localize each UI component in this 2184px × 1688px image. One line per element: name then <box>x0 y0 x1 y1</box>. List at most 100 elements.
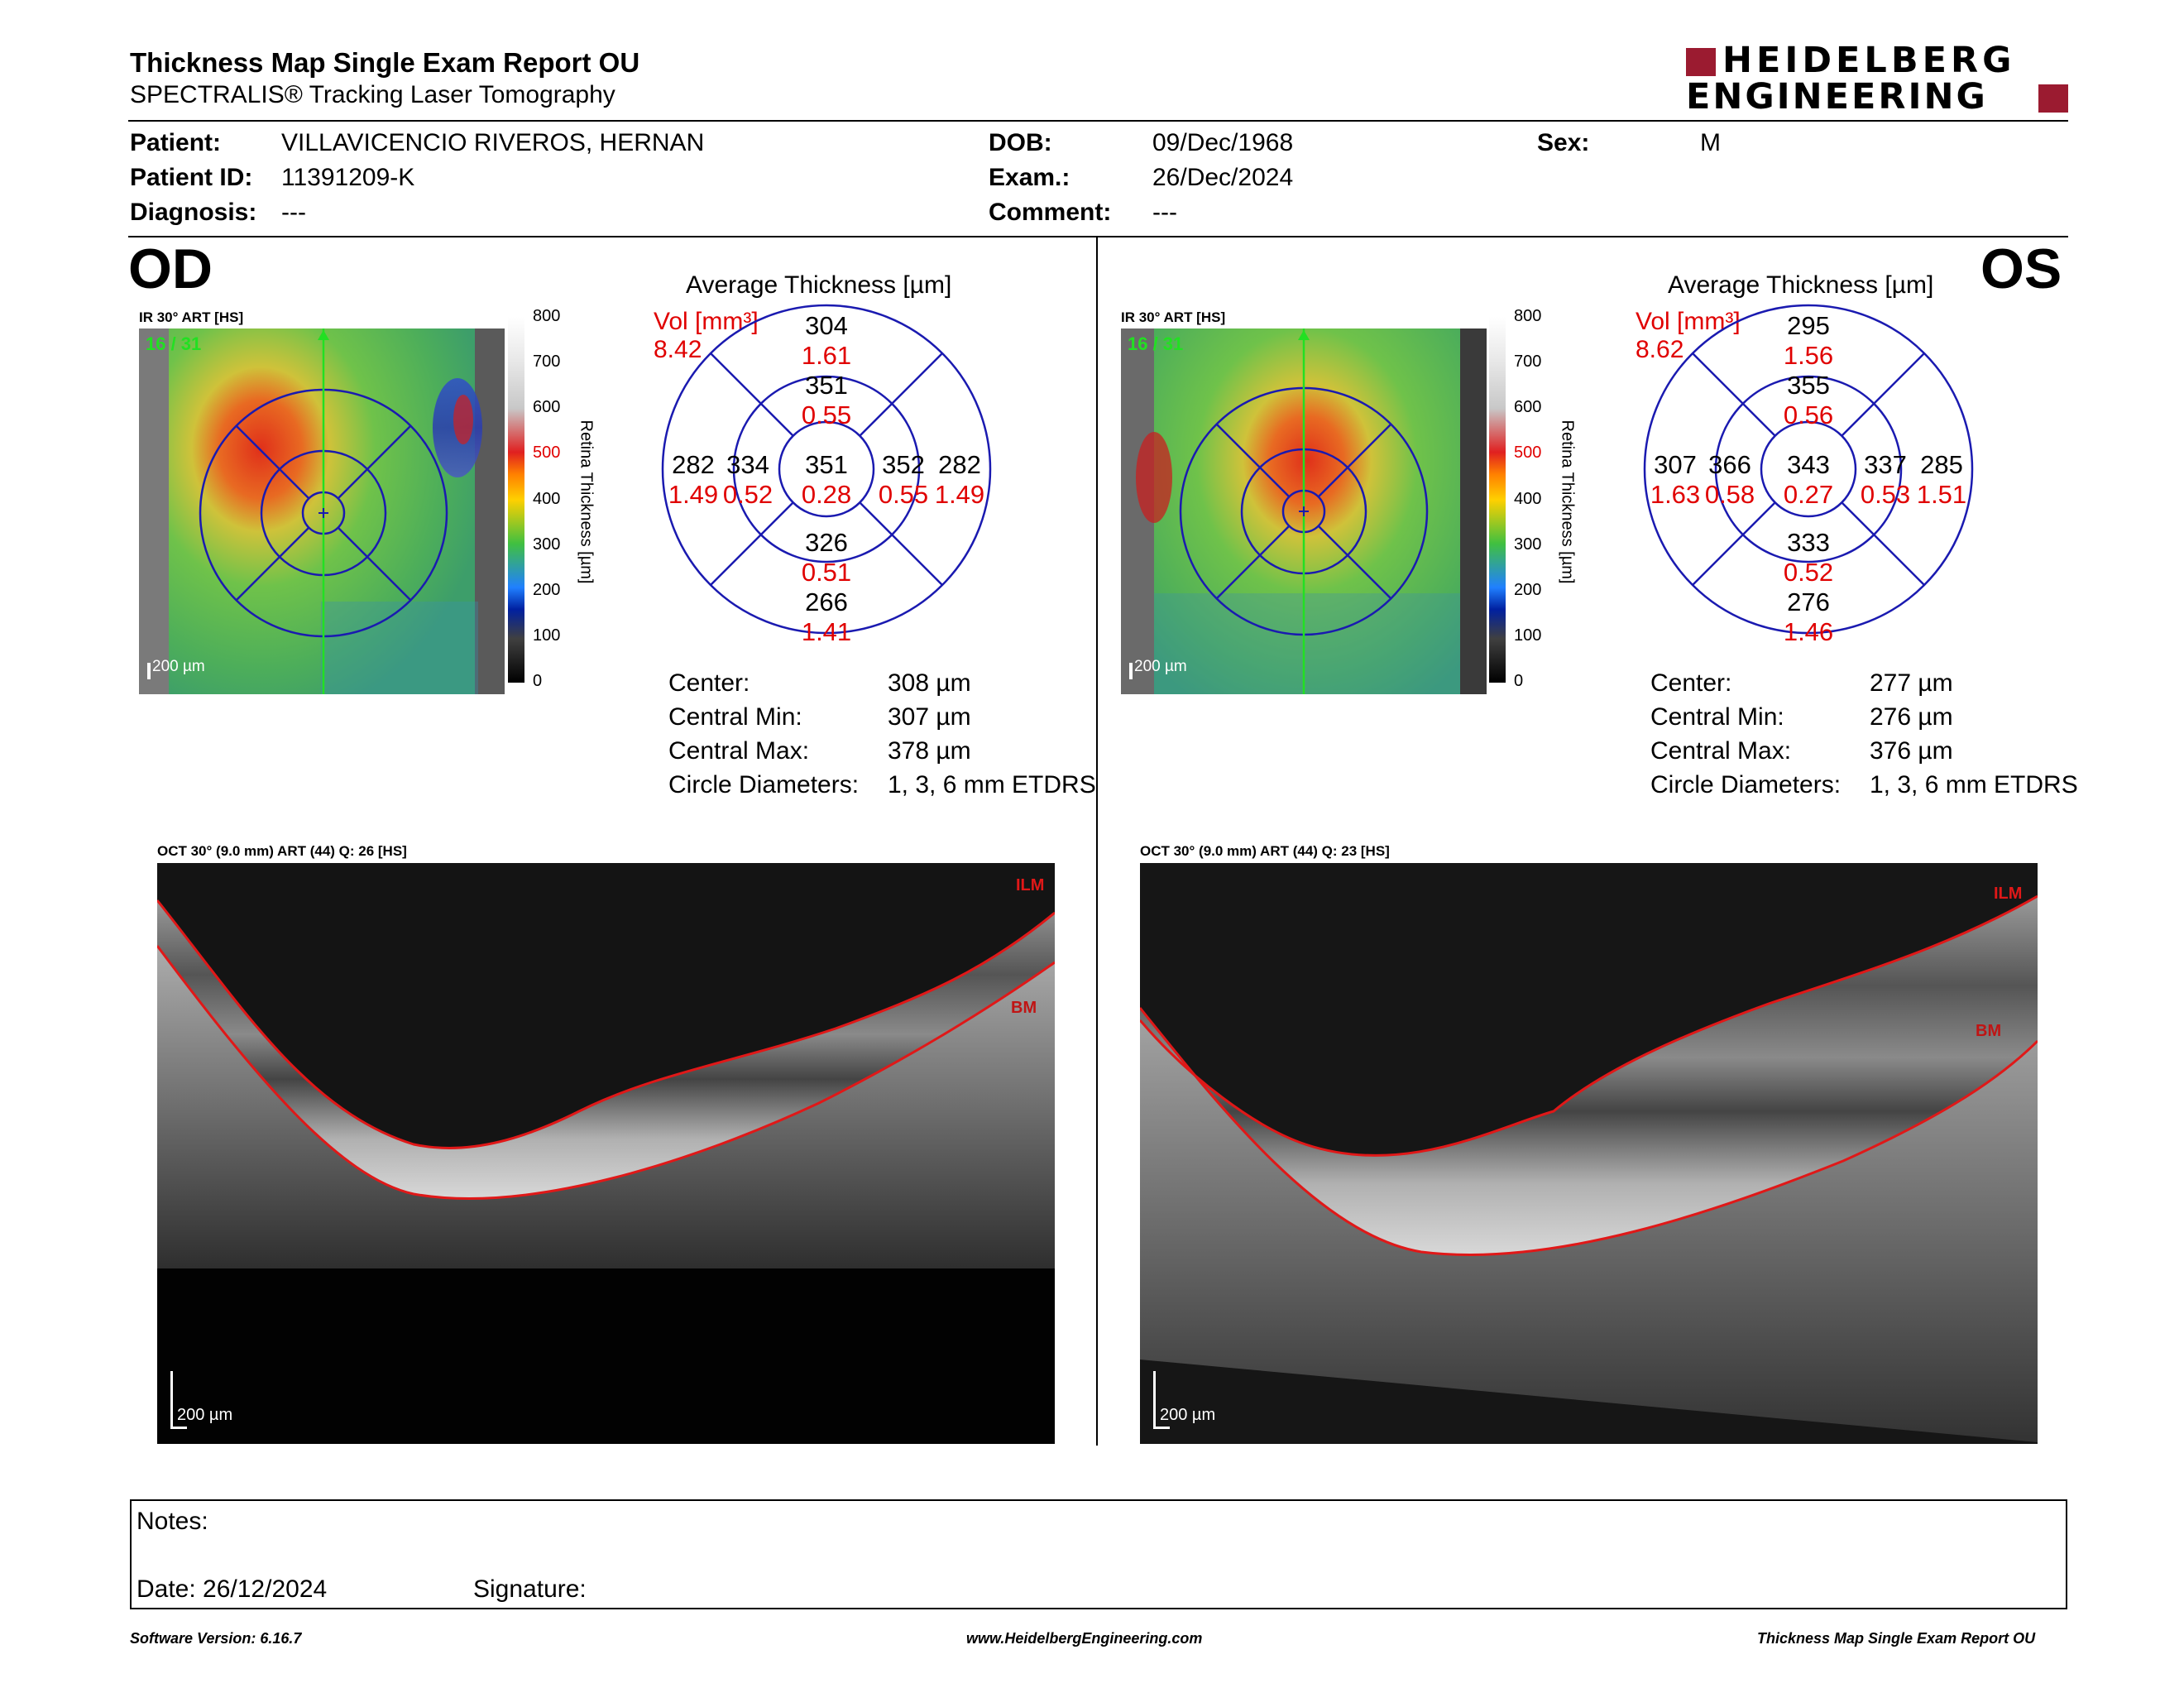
os-oct-scale-bar <box>1153 1371 1156 1429</box>
od-vol-value: 8.42 <box>654 336 702 363</box>
sex-label: Sex: <box>1537 129 1590 156</box>
od-outer-inf-thickness: 266 <box>805 587 848 616</box>
os-avg-title: Average Thickness [µm] <box>1668 271 1934 299</box>
od-center-label: Center: <box>668 669 750 697</box>
os-inner-right-volume: 0.53 <box>1860 480 1911 509</box>
os-diam-value: 1, 3, 6 mm ETDRS <box>1870 771 2078 798</box>
notes-date: Date: 26/12/2024 <box>136 1575 328 1603</box>
logo-square-top <box>1686 48 1716 76</box>
logo-square-bottom <box>2038 84 2068 113</box>
os-inner-left-volume: 0.58 <box>1704 480 1755 509</box>
os-center-value: 277 µm <box>1870 669 1953 697</box>
os-bm-label: BM <box>1976 1022 2002 1040</box>
os-outer-left-thickness: 307 <box>1654 450 1697 479</box>
logo-line-1: HEIDELBERG <box>1722 40 2016 81</box>
od-diam-label: Circle Diameters: <box>668 771 860 798</box>
diagnosis-value: --- <box>281 199 306 226</box>
od-color-scale <box>508 317 524 683</box>
od-eye-label: OD <box>128 237 213 300</box>
header-divider <box>128 120 2068 122</box>
notes-box[interactable]: Notes: Date: 26/12/2024 Signature: <box>130 1499 2067 1609</box>
exam-label: Exam.: <box>989 164 1070 191</box>
od-inner-left-thickness: 334 <box>726 450 769 479</box>
od-inner-right-volume: 0.55 <box>878 480 929 509</box>
od-oct-scale-bar-foot <box>170 1427 187 1429</box>
center-divider <box>1096 237 1098 1446</box>
exam-value: 26/Dec/2024 <box>1152 164 1294 191</box>
od-outer-left-volume: 1.49 <box>668 480 719 509</box>
os-outer-inf-thickness: 276 <box>1787 587 1830 616</box>
os-oct-scan: ILM BM 200 µm <box>1140 863 2038 1444</box>
od-etdrs-chart: 304 1.61 351 0.55 282 1.49 334 0.52 351 … <box>660 303 993 646</box>
od-oct-scale-label: 200 µm <box>177 1406 233 1424</box>
od-thickness-map: 16 / 31 200 µm <box>139 328 505 694</box>
os-ilm-label: ILM <box>1994 885 2023 903</box>
comment-value: --- <box>1152 199 1177 226</box>
os-max-value: 376 µm <box>1870 737 1953 765</box>
od-center-value: 308 µm <box>888 669 971 697</box>
os-outer-right-thickness: 285 <box>1920 450 1963 479</box>
diagnosis-label: Diagnosis: <box>130 199 257 226</box>
od-avg-title: Average Thickness [µm] <box>686 271 952 299</box>
logo-line-2: ENGINEERING <box>1686 76 1988 117</box>
patient-label: Patient: <box>130 129 222 156</box>
os-thickness-map: 16 / 31 200 µm <box>1121 328 1487 694</box>
od-diam-value: 1, 3, 6 mm ETDRS <box>888 771 1096 798</box>
os-outer-inf-volume: 1.46 <box>1783 617 1834 646</box>
od-frame-counter: 16 / 31 <box>146 333 202 354</box>
od-outer-inf-volume: 1.41 <box>801 617 852 646</box>
dob-value: 09/Dec/1968 <box>1152 129 1294 156</box>
od-map-scale-bar <box>147 663 151 679</box>
od-oct-scale-bar <box>170 1371 173 1429</box>
footer-software-version: Software Version: 6.16.7 <box>130 1630 302 1647</box>
od-outer-right-volume: 1.49 <box>934 480 985 509</box>
patient-name: VILLAVICENCIO RIVEROS, HERNAN <box>281 129 705 156</box>
od-scale-axis-label: Retina Thickness [µm] <box>577 420 596 584</box>
os-inner-inf-thickness: 333 <box>1787 528 1830 557</box>
patient-divider <box>128 236 2068 237</box>
heidelberg-logo: HEIDELBERG ENGINEERING <box>1686 41 2068 117</box>
footer-website[interactable]: www.HeidelbergEngineering.com <box>966 1630 1203 1647</box>
os-oct-scale-label: 200 µm <box>1160 1406 1216 1424</box>
od-min-value: 307 µm <box>888 703 971 731</box>
sex-value: M <box>1700 129 1721 156</box>
footer-report-name: Thickness Map Single Exam Report OU <box>1757 1630 2036 1647</box>
od-outer-sup-thickness: 304 <box>805 311 848 340</box>
os-max-label: Central Max: <box>1650 737 1792 765</box>
os-inner-sup-volume: 0.56 <box>1783 400 1834 429</box>
os-inner-inf-volume: 0.52 <box>1783 558 1834 587</box>
od-bm-label: BM <box>1011 999 1037 1017</box>
od-outer-left-thickness: 282 <box>672 450 715 479</box>
os-outer-sup-volume: 1.56 <box>1783 341 1834 370</box>
od-outer-right-thickness: 282 <box>938 450 981 479</box>
patient-id-label: Patient ID: <box>130 164 253 191</box>
od-oct-scan: ILM BM 200 µm <box>157 863 1055 1444</box>
os-etdrs-chart: 295 1.56 355 0.56 307 1.63 366 0.58 343 … <box>1642 303 1975 646</box>
os-inner-left-thickness: 366 <box>1708 450 1751 479</box>
os-scale-axis-label: Retina Thickness [µm] <box>1558 420 1577 584</box>
os-map-scale-bar <box>1129 663 1133 679</box>
od-outer-sup-volume: 1.61 <box>801 341 852 370</box>
os-center-volume: 0.27 <box>1783 480 1834 509</box>
os-center-thickness: 343 <box>1787 450 1830 479</box>
od-ilm-label: ILM <box>1016 876 1045 894</box>
notes-label: Notes: <box>136 1508 208 1535</box>
patient-id: 11391209-K <box>281 164 415 191</box>
dob-label: DOB: <box>989 129 1052 156</box>
os-min-value: 276 µm <box>1870 703 1953 731</box>
os-eye-label: OS <box>1980 237 2062 300</box>
od-inner-right-thickness: 352 <box>882 450 925 479</box>
report-title: Thickness Map Single Exam Report OU <box>130 47 640 78</box>
os-outer-right-volume: 1.51 <box>1916 480 1967 509</box>
os-map-scale-label: 200 µm <box>1134 658 1187 675</box>
os-outer-left-volume: 1.63 <box>1650 480 1701 509</box>
os-ir-label: IR 30° ART [HS] <box>1121 309 1226 325</box>
os-color-scale <box>1489 317 1506 683</box>
notes-signature: Signature: <box>473 1575 587 1603</box>
od-inner-left-volume: 0.52 <box>722 480 774 509</box>
os-frame-counter: 16 / 31 <box>1128 333 1184 354</box>
os-min-label: Central Min: <box>1650 703 1784 731</box>
os-oct-label: OCT 30° (9.0 mm) ART (44) Q: 23 [HS] <box>1140 843 1390 859</box>
comment-label: Comment: <box>989 199 1112 226</box>
report-subtitle: SPECTRALIS® Tracking Laser Tomography <box>130 81 615 108</box>
